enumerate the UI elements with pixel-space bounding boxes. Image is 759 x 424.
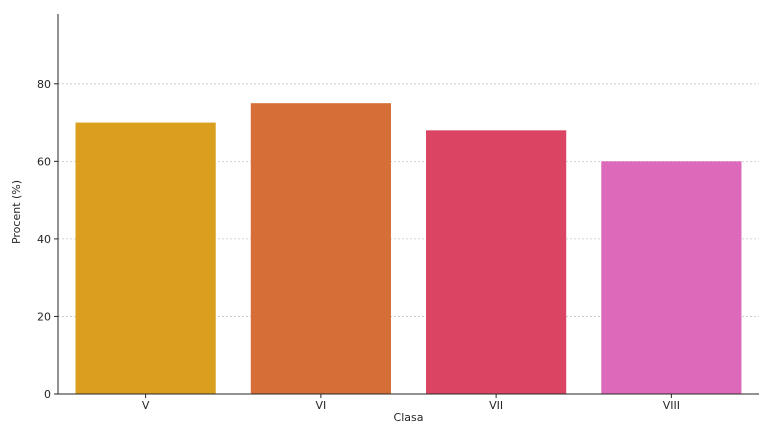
y-tick-label: 40	[37, 233, 51, 246]
bars	[75, 103, 742, 395]
x-ticks: V VI VII VIII	[142, 394, 680, 412]
y-tick-label: 0	[44, 388, 51, 401]
y-tick-label: 20	[37, 310, 51, 323]
x-tick-label-v: V	[142, 399, 150, 412]
y-tick-label: 80	[37, 78, 51, 91]
x-tick-label-viii: VIII	[663, 399, 680, 412]
bar-vi	[250, 103, 391, 395]
y-tick-label: 60	[37, 155, 51, 168]
bar-v	[75, 122, 216, 395]
x-tick-label-vii: VII	[489, 399, 503, 412]
x-axis-label: Clasa	[394, 411, 424, 424]
y-ticks: 0 20 40 60 80	[37, 78, 58, 401]
axes	[57, 14, 759, 395]
y-axis-label: Procent (%)	[10, 180, 23, 244]
bar-vii	[426, 130, 567, 394]
x-tick-label-vi: VI	[315, 399, 326, 412]
bar-viii	[601, 161, 742, 394]
